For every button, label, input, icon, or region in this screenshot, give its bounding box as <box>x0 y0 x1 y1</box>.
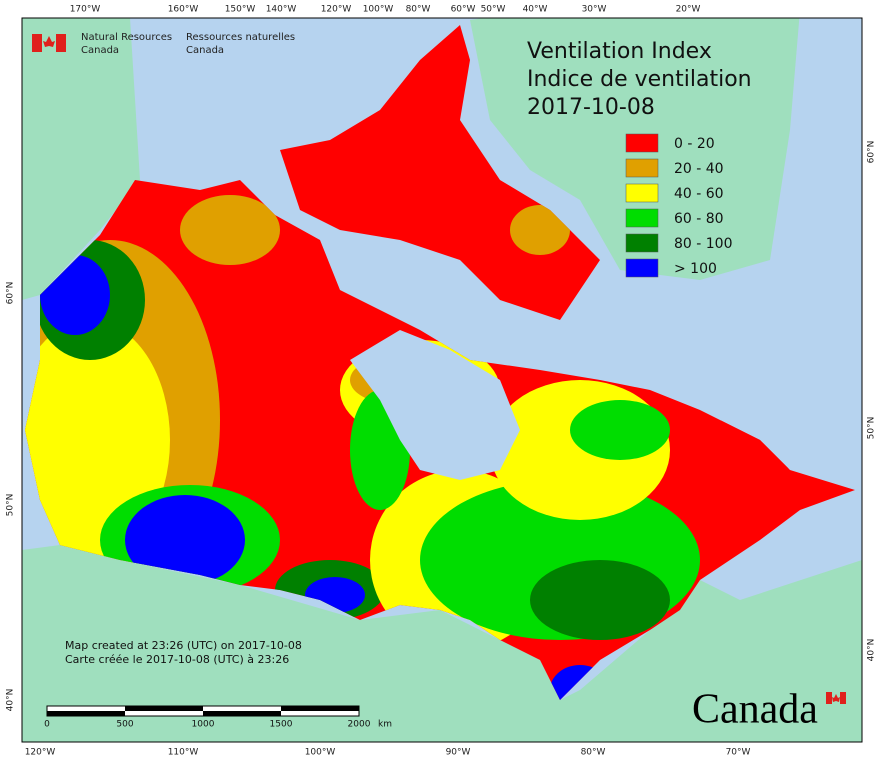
lon-label: 80°W <box>581 748 606 758</box>
lat-label: 40°N <box>867 639 877 662</box>
lon-label: 170°W <box>70 5 101 15</box>
scale-label: 1000 <box>192 720 215 730</box>
hudson-bay <box>350 330 520 480</box>
legend-label: 40 - 60 <box>674 186 724 202</box>
legend-label: 0 - 20 <box>674 136 715 152</box>
scale-label: 2000 <box>348 720 371 730</box>
lon-label: 40°W <box>523 5 548 15</box>
agency-en: Natural Resources <box>81 32 172 43</box>
agency-en: Canada <box>81 45 119 56</box>
alaska <box>22 18 140 300</box>
legend-label: > 100 <box>674 261 717 277</box>
lon-label: 60°W <box>451 5 476 15</box>
lon-label: 20°W <box>676 5 701 15</box>
lon-label: 80°W <box>406 5 431 15</box>
wordmark: Canada <box>692 687 846 733</box>
lat-label: 60°N <box>6 282 16 305</box>
legend-label: 60 - 80 <box>674 211 724 227</box>
legend-swatch <box>625 183 659 203</box>
credit: Map created at 23:26 (UTC) on 2017-10-08 <box>65 639 302 652</box>
lat-label: 60°N <box>867 141 877 164</box>
lon-label: 120°W <box>25 748 56 758</box>
graticule-labels: 170°W 160°W 150°W 140°W 120°W 100°W 80°W 60°W 50… <box>6 5 877 758</box>
legend-swatch <box>625 233 659 253</box>
agency-fr: Canada <box>186 45 224 56</box>
lat-label: 50°N <box>867 417 877 440</box>
lon-label: 90°W <box>446 748 471 758</box>
scale-unit: km <box>378 720 392 730</box>
legend-label: 80 - 100 <box>674 236 733 252</box>
lon-label: 50°W <box>481 5 506 15</box>
wordmark-text: Canada <box>692 687 818 733</box>
map-frame <box>21 17 863 743</box>
scale-label: 500 <box>116 720 133 730</box>
lon-label: 70°W <box>726 748 751 758</box>
legend-swatch <box>625 158 659 178</box>
agency-fr: Ressources naturelles <box>186 32 295 43</box>
lat-label: 40°N <box>6 689 16 712</box>
scale-labels: 0 500 1000 1500 2000 km <box>44 720 392 730</box>
date: 2017-10-08 <box>527 95 655 120</box>
scale-label: 1500 <box>270 720 293 730</box>
nrcan-logo: Natural Resources Canada Ressources natu… <box>32 32 295 56</box>
legend-swatch <box>625 258 659 278</box>
lon-label: 100°W <box>305 748 336 758</box>
lat-label: 50°N <box>6 494 16 517</box>
legend-swatch <box>625 208 659 228</box>
title: Ventilation Index <box>527 39 712 64</box>
united-states <box>22 545 862 742</box>
lon-label: 150°W <box>225 5 256 15</box>
lon-label: 160°W <box>168 5 199 15</box>
scale-label: 0 <box>44 720 50 730</box>
scale-bar <box>46 705 360 717</box>
lon-label: 120°W <box>321 5 352 15</box>
lon-label: 100°W <box>363 5 394 15</box>
lon-label: 30°W <box>582 5 607 15</box>
lon-label: 110°W <box>168 748 199 758</box>
lon-label: 140°W <box>266 5 297 15</box>
credit: Carte créée le 2017-10-08 (UTC) à 23:26 <box>65 653 289 666</box>
legend-swatch <box>625 133 659 153</box>
legend: 0 - 20 20 - 40 40 - 60 60 - 80 80 - 100 > 100 <box>625 133 733 278</box>
title: Indice de ventilation <box>527 67 752 92</box>
legend-label: 20 - 40 <box>674 161 724 177</box>
